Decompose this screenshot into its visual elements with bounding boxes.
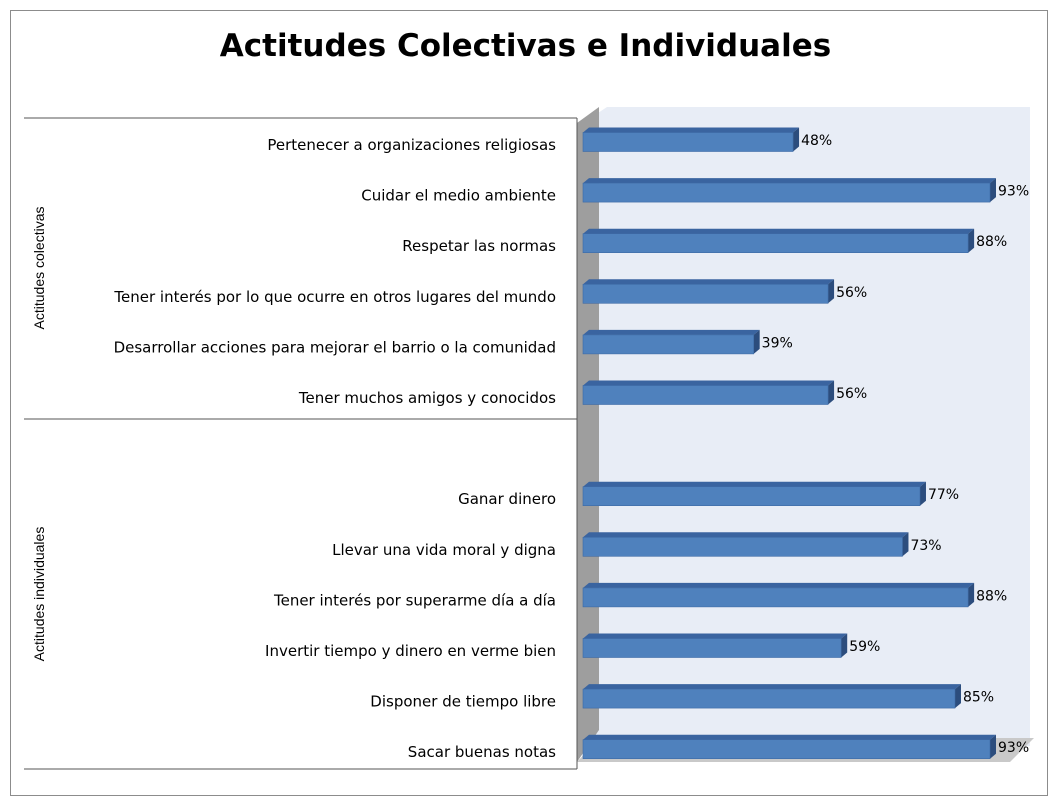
- bar-front-face: [582, 688, 956, 709]
- bar-front-face: [582, 638, 842, 658]
- category-label: Pertenecer a organizaciones religiosas: [267, 136, 556, 154]
- bar-top-face: [583, 684, 961, 690]
- data-label: 73%: [910, 538, 941, 554]
- bar-front-face: [582, 587, 969, 608]
- bar-front-face: [582, 739, 991, 760]
- bar-top-face: [583, 582, 975, 588]
- bar-front-face: [582, 536, 903, 557]
- data-label: 93%: [998, 184, 1029, 200]
- category-label: Tener muchos amigos y conocidos: [298, 389, 556, 407]
- group-label-actitudes-colectivas: Actitudes colectivas: [31, 207, 47, 330]
- category-label: Invertir tiempo y dinero en verme bien: [265, 642, 556, 660]
- bar-side-face: [828, 380, 835, 405]
- bar-llevar-una-vida-moral-y-digna: [582, 532, 909, 557]
- bar-side-face: [841, 633, 848, 658]
- data-label: 88%: [976, 234, 1007, 250]
- data-labels: 48% 93% 88% 56% 39% 56% 77% 73% 88% 59% 85% 93%: [762, 133, 1029, 756]
- bar-top-face: [583, 380, 835, 386]
- bar-front-face: [582, 132, 794, 152]
- bar-top-face: [583, 481, 926, 487]
- bar-respetar-las-normas: [582, 228, 975, 253]
- bar-side-face: [954, 684, 961, 709]
- category-label: Disponer de tiempo libre: [370, 693, 556, 711]
- chart-wall: [577, 107, 599, 762]
- data-label: 56%: [836, 386, 867, 402]
- category-label: Desarrollar acciones para mejorar el bar…: [114, 338, 556, 356]
- bar-top-face: [583, 734, 996, 740]
- bar-tener-interes-por-superarme-dia-a-dia: [582, 582, 975, 608]
- category-label: Sacar buenas notas: [408, 743, 556, 761]
- bar-side-face: [968, 228, 975, 253]
- bar-side-face: [793, 127, 800, 152]
- bar-top-face: [583, 178, 996, 184]
- category-label: Ganar dinero: [458, 490, 556, 508]
- data-label: 56%: [836, 285, 867, 301]
- bar-side-face: [990, 734, 996, 759]
- bar-front-face: [582, 486, 921, 507]
- bar-side-face: [828, 279, 835, 304]
- bar-tener-muchos-amigos-y-conocidos: [582, 380, 835, 405]
- bar-side-face: [990, 178, 996, 203]
- category-label: Tener interés por superarme día a día: [273, 591, 556, 609]
- bar-side-face: [902, 532, 909, 557]
- bar-disponer-de-tiempo-libre: [582, 684, 961, 709]
- data-label: 39%: [762, 335, 793, 351]
- bar-top-face: [583, 329, 760, 335]
- bar-top-face: [583, 279, 835, 285]
- bar-invertir-tiempo-y-dinero-en-verme-bien: [582, 633, 848, 658]
- data-label: 85%: [963, 690, 994, 706]
- bar-front-face: [582, 334, 754, 355]
- data-label: 48%: [801, 133, 832, 149]
- data-label: 59%: [849, 639, 880, 655]
- bar-top-face: [583, 633, 848, 639]
- data-label: 93%: [998, 740, 1029, 756]
- bar-top-face: [583, 228, 975, 234]
- category-label: Tener interés por lo que ocurre en otros…: [113, 288, 556, 306]
- bar-side-face: [968, 582, 975, 607]
- bar-side-face: [753, 329, 760, 354]
- bar-sacar-buenas-notas: [582, 734, 996, 760]
- bar-top-face: [583, 127, 800, 133]
- bar-front-face: [582, 182, 991, 203]
- category-label: Respetar las normas: [402, 237, 556, 255]
- category-labels: Pertenecer a organizaciones religiosas Cu…: [113, 136, 556, 761]
- category-axis-lines: [24, 117, 578, 770]
- category-label: Llevar una vida moral y digna: [332, 541, 556, 559]
- bar-top-face: [583, 532, 909, 538]
- bar-front-face: [582, 283, 829, 304]
- bar-front-face: [582, 385, 829, 405]
- bar-front-face: [582, 233, 969, 253]
- category-label: Cuidar el medio ambiente: [361, 187, 556, 205]
- data-label: 88%: [976, 588, 1007, 604]
- bar-pertenecer-a-organizaciones-religiosas: [582, 127, 800, 152]
- bars: [582, 127, 996, 760]
- data-label: 77%: [928, 487, 959, 503]
- bar-tener-interes-por-lo-que-ocurre-en-otros-lugares-del-mundo: [582, 279, 835, 304]
- group-label-actitudes-individuales: Actitudes individuales: [31, 527, 47, 662]
- group-labels: Actitudes colectivas Actitudes individual…: [31, 207, 47, 662]
- bar-ganar-dinero: [582, 481, 926, 507]
- bar-cuidar-el-medio-ambiente: [582, 178, 996, 203]
- bar-desarrollar-acciones-para-mejorar-el-barrio-o-la-comunidad: [582, 329, 760, 355]
- bar-side-face: [919, 481, 926, 506]
- chart-title: Actitudes Colectivas e Individuales: [219, 28, 832, 64]
